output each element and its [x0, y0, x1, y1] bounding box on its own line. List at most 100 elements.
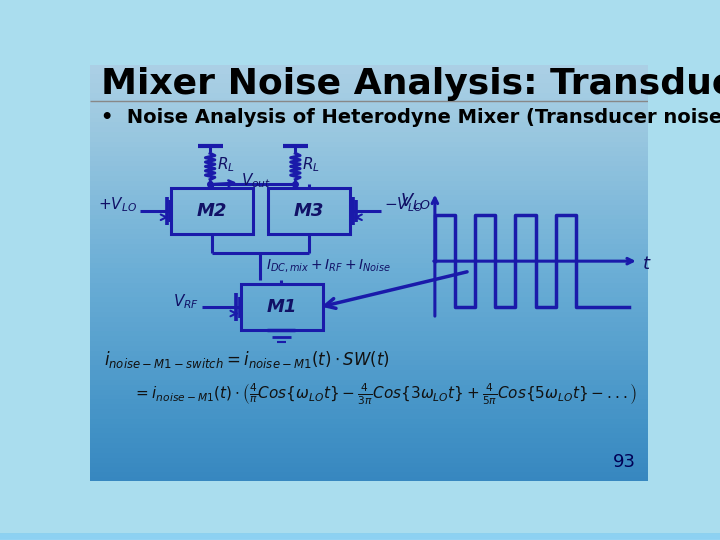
Bar	[0, 536, 720, 539]
Bar	[0, 536, 720, 539]
Bar	[0, 534, 720, 537]
Bar	[0, 536, 720, 539]
Bar	[0, 536, 720, 539]
Text: $+V_{LO}$: $+V_{LO}$	[98, 195, 138, 214]
Bar	[0, 535, 720, 538]
Bar	[0, 535, 720, 538]
Bar	[0, 536, 720, 539]
Bar	[0, 535, 720, 538]
Bar	[0, 537, 720, 540]
Bar	[0, 536, 720, 539]
Bar	[0, 535, 720, 538]
Bar	[0, 535, 720, 538]
Bar	[0, 537, 720, 540]
Bar	[269, 188, 350, 234]
Bar	[0, 535, 720, 538]
Bar	[0, 535, 720, 538]
Text: M2: M2	[197, 202, 227, 220]
Bar	[0, 536, 720, 539]
Bar	[0, 536, 720, 539]
Bar	[0, 536, 720, 539]
Bar	[0, 535, 720, 538]
Bar	[0, 537, 720, 540]
Bar	[0, 536, 720, 539]
Bar	[0, 536, 720, 539]
Bar	[0, 535, 720, 538]
Bar	[0, 535, 720, 538]
Bar	[0, 536, 720, 539]
Bar	[0, 534, 720, 537]
Bar	[0, 535, 720, 538]
Bar	[0, 536, 720, 539]
Text: $R_L$: $R_L$	[302, 156, 320, 174]
Bar	[0, 536, 720, 539]
Bar	[0, 537, 720, 540]
Bar	[0, 535, 720, 538]
Bar	[0, 536, 720, 539]
Bar	[241, 284, 323, 330]
Bar	[0, 536, 720, 539]
Text: Mixer Noise Analysis: Transducer Noise: Mixer Noise Analysis: Transducer Noise	[101, 67, 720, 101]
Bar	[0, 535, 720, 538]
Text: $-V_{LO}$: $-V_{LO}$	[384, 195, 423, 214]
Bar	[0, 535, 720, 538]
Bar	[0, 535, 720, 538]
Bar	[0, 536, 720, 539]
Bar	[0, 534, 720, 537]
Bar	[0, 534, 720, 537]
Bar	[0, 535, 720, 538]
Bar	[0, 534, 720, 537]
Bar	[0, 536, 720, 539]
Bar	[0, 535, 720, 538]
Bar	[0, 535, 720, 538]
Bar	[0, 535, 720, 538]
Bar	[0, 535, 720, 538]
Bar	[0, 536, 720, 539]
Bar	[0, 535, 720, 538]
Text: •  Noise Analysis of Heterodyne Mixer (Transducer noise):: • Noise Analysis of Heterodyne Mixer (Tr…	[101, 107, 720, 127]
Bar	[0, 536, 720, 539]
Bar	[0, 536, 720, 539]
Bar	[0, 535, 720, 538]
Bar	[0, 535, 720, 538]
Bar	[0, 535, 720, 538]
Text: M1: M1	[266, 298, 297, 316]
Bar	[0, 535, 720, 538]
Bar	[0, 535, 720, 538]
Bar	[0, 535, 720, 538]
Bar	[0, 537, 720, 540]
Bar	[0, 535, 720, 538]
Bar	[0, 537, 720, 540]
Bar	[0, 535, 720, 538]
Bar	[0, 536, 720, 539]
Bar	[0, 535, 720, 538]
Bar	[0, 536, 720, 539]
Bar	[0, 535, 720, 538]
Bar	[0, 534, 720, 537]
Bar	[0, 536, 720, 539]
Bar	[0, 535, 720, 538]
Bar	[0, 535, 720, 538]
Bar	[0, 534, 720, 537]
Bar	[0, 534, 720, 537]
Bar	[0, 535, 720, 538]
Text: $V_{out}$: $V_{out}$	[241, 172, 271, 191]
Bar	[0, 535, 720, 538]
Bar	[0, 535, 720, 538]
Bar	[0, 537, 720, 540]
Bar	[0, 535, 720, 538]
Bar	[0, 537, 720, 540]
Bar	[0, 536, 720, 539]
Bar	[0, 535, 720, 538]
Bar	[0, 535, 720, 538]
Bar	[0, 536, 720, 539]
Bar	[0, 535, 720, 538]
Bar	[0, 534, 720, 537]
Bar	[0, 536, 720, 539]
Bar	[0, 536, 720, 539]
Bar	[0, 535, 720, 538]
Bar	[0, 536, 720, 539]
Bar	[0, 534, 720, 537]
Bar	[0, 536, 720, 539]
Bar	[0, 537, 720, 540]
